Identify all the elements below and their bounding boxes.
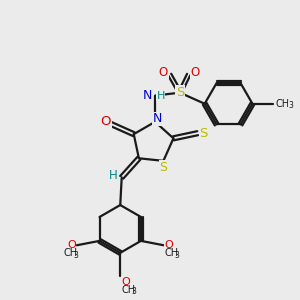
Text: 3: 3 (288, 101, 293, 110)
Text: 3: 3 (175, 251, 180, 260)
Text: 3: 3 (131, 286, 136, 296)
Text: O: O (159, 66, 168, 79)
Text: H: H (157, 91, 165, 100)
Text: N: N (143, 89, 152, 102)
Text: S: S (159, 161, 167, 174)
Text: H: H (109, 169, 117, 182)
Text: 3: 3 (74, 251, 79, 260)
Text: CH: CH (275, 99, 289, 109)
Text: S: S (199, 127, 208, 140)
Text: CH: CH (63, 248, 77, 258)
Text: O: O (165, 240, 174, 250)
Text: S: S (176, 86, 184, 99)
Text: CH: CH (122, 285, 136, 295)
Text: O: O (100, 115, 111, 128)
Text: N: N (153, 112, 162, 125)
Text: O: O (190, 66, 200, 79)
Text: O: O (67, 240, 76, 250)
Text: CH: CH (165, 248, 179, 258)
Text: O: O (122, 277, 130, 287)
